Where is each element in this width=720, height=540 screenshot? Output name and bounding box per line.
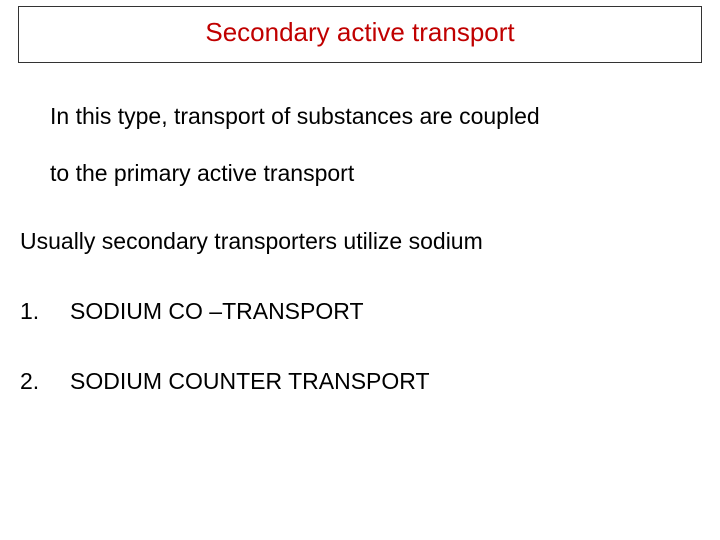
list-number-1: 1. bbox=[20, 298, 70, 325]
paragraph-line-2: to the primary active transport bbox=[50, 160, 354, 187]
list-text-1: SODIUM CO –TRANSPORT bbox=[70, 298, 364, 324]
title-box: Secondary active transport bbox=[18, 6, 702, 63]
list-item-2: 2.SODIUM COUNTER TRANSPORT bbox=[20, 368, 430, 395]
list-item-1: 1.SODIUM CO –TRANSPORT bbox=[20, 298, 364, 325]
list-text-2: SODIUM COUNTER TRANSPORT bbox=[70, 368, 430, 394]
subheading: Usually secondary transporters utilize s… bbox=[20, 228, 483, 255]
paragraph-line-1: In this type, transport of substances ar… bbox=[50, 100, 540, 132]
slide-title: Secondary active transport bbox=[19, 17, 701, 48]
list-number-2: 2. bbox=[20, 368, 70, 395]
